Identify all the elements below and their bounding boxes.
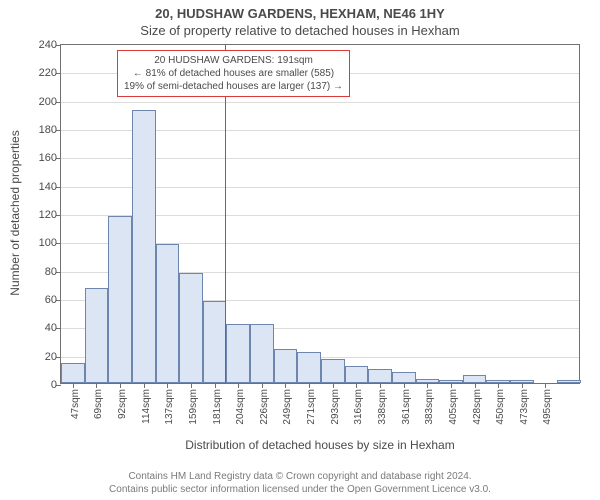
x-tick-label: 204sqm <box>235 389 246 425</box>
x-tick-label: 159sqm <box>188 389 199 425</box>
y-tick-label: 220 <box>39 67 57 79</box>
x-tick-label: 226sqm <box>259 389 270 425</box>
histogram-bar <box>203 301 227 383</box>
x-tick-label: 47sqm <box>70 389 81 419</box>
y-tick-label: 180 <box>39 124 57 136</box>
page-subtitle: Size of property relative to detached ho… <box>0 21 600 38</box>
x-tick-label: 383sqm <box>424 389 435 425</box>
histogram-plot: 02040608010012014016018020022024047sqm69… <box>60 44 580 384</box>
x-tick-mark <box>96 383 97 388</box>
footer-line-1: Contains HM Land Registry data © Crown c… <box>0 470 600 483</box>
x-tick-mark <box>285 383 286 388</box>
histogram-bar <box>108 216 132 383</box>
histogram-bar <box>463 375 487 384</box>
x-tick-label: 137sqm <box>164 389 175 425</box>
annotation-box: 20 HUDSHAW GARDENS: 191sqm← 81% of detac… <box>117 50 350 97</box>
x-tick-label: 405sqm <box>448 389 459 425</box>
x-tick-label: 271sqm <box>306 389 317 425</box>
y-tick-label: 60 <box>45 294 57 306</box>
x-tick-mark <box>262 383 263 388</box>
histogram-bar <box>557 380 581 383</box>
x-tick-label: 181sqm <box>212 389 223 425</box>
x-tick-mark <box>356 383 357 388</box>
x-tick-mark <box>522 383 523 388</box>
x-axis-label: Distribution of detached houses by size … <box>60 438 580 452</box>
x-tick-mark <box>475 383 476 388</box>
x-tick-mark <box>545 383 546 388</box>
x-tick-mark <box>451 383 452 388</box>
histogram-bar <box>321 359 345 383</box>
y-tick-label: 240 <box>39 39 57 51</box>
footer-attribution: Contains HM Land Registry data © Crown c… <box>0 470 600 496</box>
x-tick-label: 495sqm <box>542 389 553 425</box>
x-tick-label: 316sqm <box>353 389 364 425</box>
histogram-bar <box>392 372 416 383</box>
x-tick-mark <box>427 383 428 388</box>
x-tick-mark <box>333 383 334 388</box>
histogram-bar <box>85 288 109 383</box>
histogram-bar <box>61 363 85 383</box>
y-tick-label: 0 <box>51 379 57 391</box>
x-tick-mark <box>167 383 168 388</box>
histogram-bar <box>156 244 180 383</box>
x-tick-mark <box>238 383 239 388</box>
x-tick-mark <box>144 383 145 388</box>
x-tick-mark <box>215 383 216 388</box>
annotation-line: 19% of semi-detached houses are larger (… <box>124 80 343 93</box>
y-tick-label: 40 <box>45 322 57 334</box>
x-tick-mark <box>120 383 121 388</box>
x-tick-mark <box>309 383 310 388</box>
x-tick-mark <box>191 383 192 388</box>
x-tick-label: 428sqm <box>472 389 483 425</box>
y-tick-label: 80 <box>45 266 57 278</box>
x-tick-label: 249sqm <box>282 389 293 425</box>
histogram-bar <box>297 352 321 383</box>
footer-line-2: Contains public sector information licen… <box>0 483 600 496</box>
y-tick-label: 140 <box>39 181 57 193</box>
x-tick-label: 114sqm <box>141 389 152 424</box>
histogram-bar <box>179 273 203 384</box>
x-tick-mark <box>380 383 381 388</box>
x-tick-label: 92sqm <box>117 389 128 419</box>
x-tick-label: 361sqm <box>401 389 412 425</box>
x-tick-mark <box>498 383 499 388</box>
x-tick-label: 473sqm <box>519 389 530 425</box>
x-tick-label: 338sqm <box>377 389 388 425</box>
y-tick-label: 160 <box>39 152 57 164</box>
y-tick-label: 120 <box>39 209 57 221</box>
histogram-bar <box>226 324 250 384</box>
histogram-bar <box>132 110 156 383</box>
annotation-line: ← 81% of detached houses are smaller (58… <box>124 67 343 80</box>
y-tick-label: 200 <box>39 96 57 108</box>
gridline <box>61 102 579 103</box>
page-address: 20, HUDSHAW GARDENS, HEXHAM, NE46 1HY <box>0 0 600 21</box>
annotation-line: 20 HUDSHAW GARDENS: 191sqm <box>124 54 343 67</box>
x-tick-mark <box>404 383 405 388</box>
x-tick-mark <box>73 383 74 388</box>
y-axis-label: Number of detached properties <box>8 123 22 303</box>
y-tick-label: 100 <box>39 237 57 249</box>
x-tick-label: 69sqm <box>93 389 104 419</box>
x-tick-label: 293sqm <box>330 389 341 425</box>
histogram-bar <box>250 324 274 384</box>
histogram-bar <box>345 366 369 383</box>
histogram-bar <box>368 369 392 383</box>
x-tick-label: 450sqm <box>495 389 506 425</box>
y-tick-label: 20 <box>45 351 57 363</box>
histogram-bar <box>274 349 298 383</box>
